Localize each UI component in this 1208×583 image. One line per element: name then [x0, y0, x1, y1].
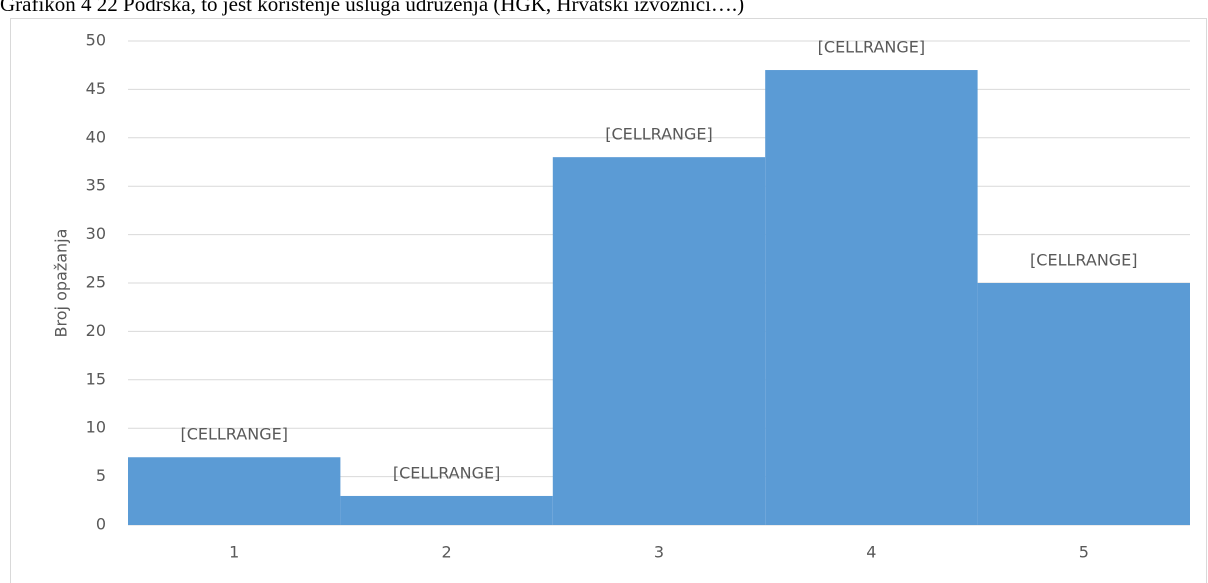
y-tick-label: 25 — [86, 273, 106, 292]
x-tick-label: 3 — [654, 543, 664, 562]
bar — [340, 495, 553, 525]
y-axis-label: Broj opažanja — [52, 229, 71, 338]
y-tick-label: 50 — [86, 31, 106, 50]
x-tick-label: 4 — [866, 543, 876, 562]
data-label: [CELLRANGE] — [1030, 251, 1137, 270]
y-tick-label: 30 — [86, 224, 106, 243]
y-tick-label: 5 — [96, 466, 106, 485]
y-tick-label: 10 — [86, 418, 106, 437]
data-label: [CELLRANGE] — [393, 463, 500, 482]
x-tick-label: 5 — [1079, 543, 1089, 562]
y-tick-label: 45 — [86, 79, 106, 98]
x-tick-label: 1 — [229, 543, 239, 562]
y-tick-label: 0 — [96, 515, 106, 534]
data-label: [CELLRANGE] — [818, 38, 925, 57]
bar — [128, 457, 341, 525]
bar — [765, 70, 978, 525]
data-label: [CELLRANGE] — [180, 425, 287, 444]
y-tick-label: 20 — [86, 321, 106, 340]
chart-frame — [10, 18, 1207, 583]
y-tick-label: 35 — [86, 176, 106, 195]
chart-title: Grafikon 4 22 Podrška, to jest korištenj… — [0, 0, 744, 16]
y-tick-label: 40 — [86, 127, 106, 146]
data-label: [CELLRANGE] — [605, 125, 712, 144]
x-tick-label: 2 — [442, 543, 452, 562]
bar — [977, 283, 1190, 525]
bar — [552, 157, 766, 525]
y-tick-label: 15 — [86, 369, 106, 388]
